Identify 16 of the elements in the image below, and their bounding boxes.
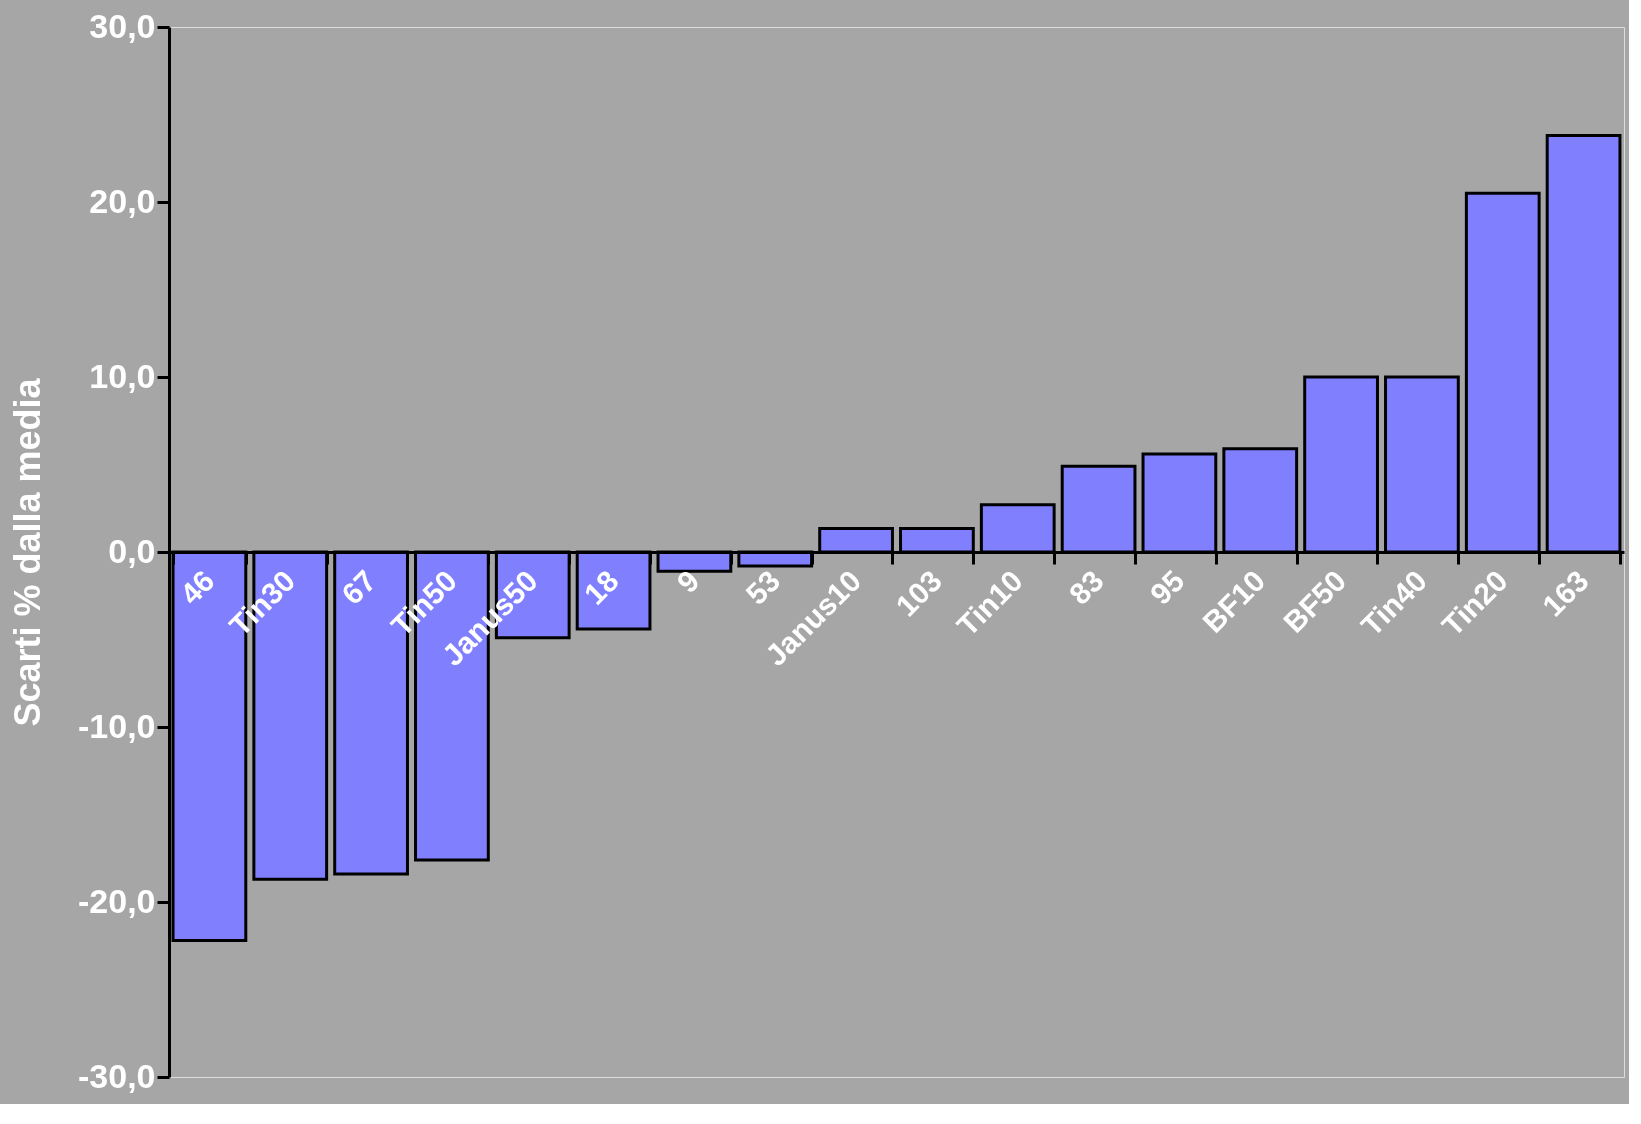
y-tick-label: 20,0 xyxy=(89,181,156,220)
x-tick-label: 83 xyxy=(1062,563,1110,611)
x-tick-label: 18 xyxy=(577,563,625,611)
y-tick-label: 0,0 xyxy=(108,531,156,570)
x-tick-label: 9 xyxy=(670,563,706,599)
y-tick-label: 10,0 xyxy=(89,356,156,395)
y-tick-label: -20,0 xyxy=(78,881,156,920)
y-tick-label: -30,0 xyxy=(78,1056,156,1095)
y-axis-title: Scarti % dalla media xyxy=(7,377,48,727)
x-tick-label: 163 xyxy=(1535,563,1595,623)
x-tick-label: 103 xyxy=(889,563,949,623)
y-tick-label: 30,0 xyxy=(89,6,156,45)
x-tick-label: 46 xyxy=(173,563,221,611)
x-tick-label: 95 xyxy=(1143,563,1191,611)
x-tick-label: 67 xyxy=(335,563,383,611)
y-tick-label: -10,0 xyxy=(78,706,156,745)
